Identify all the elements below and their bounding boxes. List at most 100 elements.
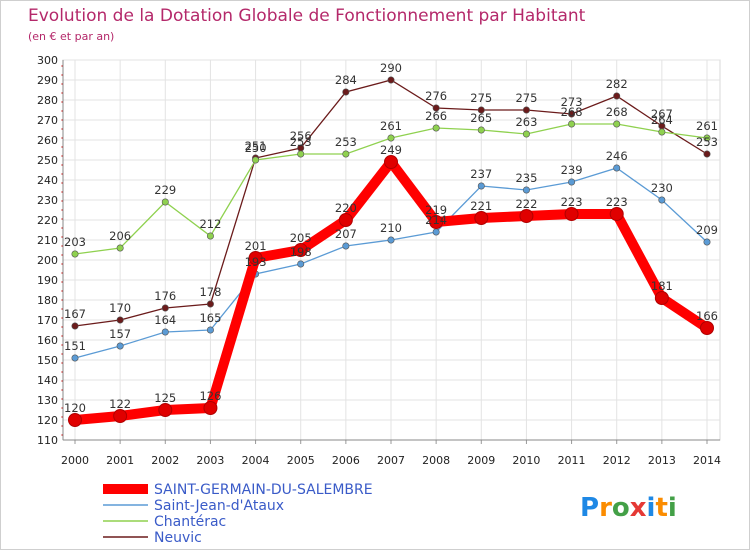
data-point — [432, 124, 440, 132]
legend-label: SAINT-GERMAIN-DU-SALEMBRE — [154, 482, 373, 498]
data-point — [429, 215, 444, 229]
data-point — [206, 232, 214, 240]
data-point — [342, 150, 350, 158]
data-point — [71, 250, 79, 258]
data-label: 205 — [290, 231, 312, 245]
data-point — [703, 238, 711, 246]
data-point — [252, 156, 260, 164]
data-point — [432, 228, 440, 236]
y-tick-label: 180 — [37, 294, 58, 307]
data-label: 178 — [199, 285, 221, 299]
data-label: 263 — [515, 115, 537, 129]
data-point — [700, 321, 714, 335]
x-tick-label: 2009 — [467, 454, 495, 467]
data-label: 256 — [290, 129, 312, 143]
y-tick-label: 250 — [37, 154, 58, 167]
data-label: 219 — [425, 203, 447, 217]
data-label: 210 — [380, 221, 402, 235]
label-layer: 120 122 125 126 201 205 220 249 219 221 222 223 223 1… — [64, 61, 718, 415]
data-label: 239 — [561, 163, 583, 177]
data-label: 251 — [245, 139, 267, 153]
logo-letter: i — [668, 493, 677, 523]
data-point — [68, 413, 82, 427]
data-label: 126 — [199, 389, 221, 403]
x-tick-label: 2005 — [287, 454, 315, 467]
y-tick-label: 170 — [37, 314, 58, 327]
data-label: 164 — [154, 313, 176, 327]
logo-letter: i — [647, 493, 656, 523]
data-label: 268 — [606, 105, 628, 119]
legend-label: Chantérac — [154, 514, 226, 530]
data-label: 212 — [199, 217, 221, 231]
data-label: 181 — [651, 279, 673, 293]
data-label: 203 — [64, 235, 86, 249]
data-label: 264 — [651, 113, 673, 127]
x-tick-label: 2004 — [242, 454, 270, 467]
y-tick-label: 110 — [37, 434, 58, 447]
data-label: 229 — [154, 183, 176, 197]
logo-letter: o — [612, 493, 630, 523]
data-label: 282 — [606, 77, 628, 91]
data-point — [71, 354, 79, 362]
data-label: 290 — [380, 61, 402, 75]
logo-text: Proxiti — [580, 493, 677, 523]
y-tick-label: 200 — [37, 254, 58, 267]
y-tick-label: 270 — [37, 114, 58, 127]
data-label: 151 — [64, 339, 86, 353]
logo-letter: r — [599, 493, 612, 523]
x-tick-label: 2002 — [151, 454, 179, 467]
x-tick-label: 2006 — [332, 454, 360, 467]
data-point — [248, 251, 263, 265]
y-tick-label: 230 — [37, 194, 58, 207]
data-point — [477, 182, 485, 190]
data-label: 237 — [470, 167, 492, 181]
x-tick-label: 2011 — [558, 454, 586, 467]
data-point — [161, 304, 169, 312]
y-tick-label: 140 — [37, 374, 58, 387]
data-point — [613, 92, 621, 100]
data-point — [342, 88, 350, 96]
data-point — [113, 409, 128, 423]
y-tick-label: 150 — [37, 354, 58, 367]
series-layer — [68, 76, 714, 427]
data-point — [387, 76, 395, 84]
data-label: 223 — [606, 195, 628, 209]
data-label: 261 — [696, 119, 718, 133]
data-label: 266 — [425, 109, 447, 123]
x-tick-label: 2003 — [196, 454, 224, 467]
data-label: 198 — [290, 245, 312, 259]
y-tick-label: 120 — [37, 414, 58, 427]
y-tick-label: 210 — [37, 234, 58, 247]
data-point — [387, 236, 395, 244]
data-label: 157 — [109, 327, 131, 341]
data-point — [519, 209, 534, 223]
y-tick-label: 220 — [37, 214, 58, 227]
data-point — [703, 134, 711, 142]
data-point — [116, 316, 124, 324]
data-label: 122 — [109, 397, 131, 411]
data-label: 165 — [199, 311, 221, 325]
logo-letter: t — [655, 493, 667, 523]
proxiti-logo: Proxiti — [580, 493, 677, 523]
data-point — [522, 106, 530, 114]
data-point — [609, 207, 624, 221]
data-label: 125 — [154, 391, 176, 405]
data-point — [338, 213, 353, 227]
data-point — [116, 342, 124, 350]
data-point — [158, 403, 173, 417]
data-point — [342, 242, 350, 250]
data-label: 221 — [470, 199, 492, 213]
data-point — [703, 150, 711, 158]
data-point — [474, 211, 489, 225]
data-label: 222 — [515, 197, 537, 211]
data-label: 170 — [109, 301, 131, 315]
data-point — [203, 401, 218, 415]
x-tick-label: 2014 — [693, 454, 721, 467]
data-label: 249 — [380, 143, 402, 157]
data-point — [477, 106, 485, 114]
data-point — [658, 196, 666, 204]
data-label: 167 — [64, 307, 86, 321]
data-point — [654, 291, 669, 305]
data-point — [613, 120, 621, 128]
